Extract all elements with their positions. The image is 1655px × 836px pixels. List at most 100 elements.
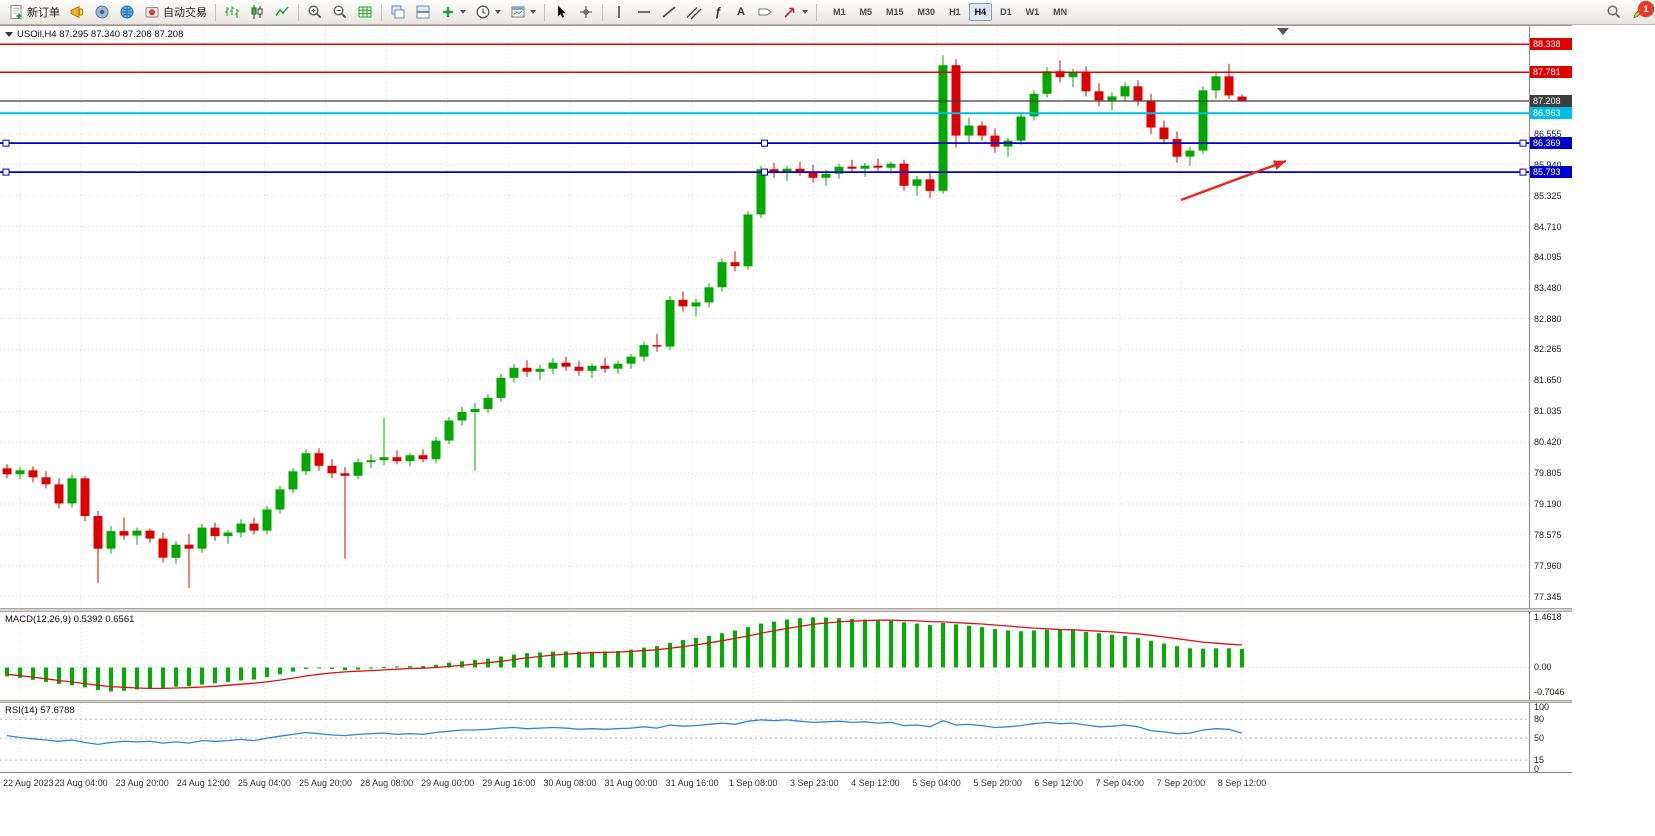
rsi-axis-label: 80 <box>1534 714 1545 725</box>
trendline-tool-button[interactable] <box>657 2 681 23</box>
panel-divider[interactable] <box>0 608 1572 612</box>
zoom-in-button[interactable] <box>303 2 327 23</box>
clock-icon <box>475 4 491 20</box>
zoom-out-button[interactable] <box>328 2 352 23</box>
autotrading-button[interactable]: 自动交易 <box>140 2 211 23</box>
cursor-icon <box>553 4 569 20</box>
hline-handle[interactable] <box>2 168 10 176</box>
macd-bar <box>902 622 906 668</box>
price-chart-canvas[interactable] <box>0 26 1529 608</box>
candle-body <box>1198 90 1208 151</box>
timeframe-button-m15[interactable]: M15 <box>886 7 904 17</box>
autotrading-label: 自动交易 <box>163 7 207 19</box>
candle-body <box>847 166 857 169</box>
horizontal-line-icon <box>636 4 652 20</box>
candle-body <box>184 544 194 549</box>
fibonacci-tool-button[interactable]: ƒ <box>707 2 729 23</box>
candle-body <box>925 179 935 191</box>
timeframe-button-w1[interactable]: W1 <box>1025 7 1040 17</box>
chevron-down-icon <box>530 10 536 14</box>
timeframe-button-m1[interactable]: M1 <box>833 7 846 17</box>
indicators-button[interactable] <box>436 2 470 23</box>
vertical-line-tool-button[interactable] <box>607 2 631 23</box>
arrow-object-head[interactable] <box>1273 160 1286 170</box>
price-axis[interactable]: 86.555 85.940 85.325 84.710 84.095 83.480 82.8… <box>1529 26 1572 774</box>
price-axis-label: 78.575 <box>1534 529 1562 540</box>
macd-chart-canvas[interactable] <box>0 612 1529 700</box>
candle-body <box>1094 91 1104 101</box>
candle-body <box>912 179 922 186</box>
crosshair-button[interactable] <box>574 2 598 23</box>
macd-bar <box>772 621 776 668</box>
price-badge: 87.781 <box>1530 66 1572 79</box>
notification-badge[interactable]: 1 <box>1638 1 1654 17</box>
timeframe-button-h4[interactable]: H4 <box>968 3 993 21</box>
macd-axis-label: 1.4618 <box>1534 612 1562 623</box>
arrows-tool-button[interactable] <box>778 2 812 23</box>
timeframe-button-mn[interactable]: MN <box>1053 7 1068 17</box>
periods-button[interactable] <box>471 2 505 23</box>
time-axis[interactable]: 22 Aug 2023 23 Aug 04:00 23 Aug 20:00 24 Au… <box>0 772 1572 794</box>
chart-shift-marker <box>1277 28 1289 35</box>
templates-button[interactable] <box>506 2 540 23</box>
timeframe-button-m5[interactable]: M5 <box>859 7 873 17</box>
candle-body <box>340 473 350 476</box>
arrow-object[interactable] <box>1180 159 1287 202</box>
candlestick-chart-button[interactable] <box>245 2 269 23</box>
timeframe-button-h1[interactable]: H1 <box>949 7 961 17</box>
macd-bar <box>57 667 61 684</box>
time-axis-label: 29 Aug 00:00 <box>421 778 475 788</box>
timeframe-button-d1[interactable]: D1 <box>1000 7 1012 17</box>
line-chart-button[interactable] <box>270 2 294 23</box>
candle-body <box>223 532 233 537</box>
hline-handle[interactable] <box>1519 139 1527 147</box>
symbol-quote-title: USOil,H4 87.295 87.340 87.208 87.208 <box>17 29 184 40</box>
tile-windows-button[interactable] <box>411 2 435 23</box>
candle-body <box>574 366 584 371</box>
macd-bar <box>707 636 711 668</box>
hline-handle[interactable] <box>761 168 768 176</box>
candle-body <box>210 527 220 537</box>
horizontal-line-tool-button[interactable] <box>632 2 656 23</box>
cursor-button[interactable] <box>549 2 573 23</box>
candle-body <box>821 173 831 178</box>
cascade-windows-button[interactable] <box>386 2 410 23</box>
label-tool-button[interactable] <box>753 2 777 23</box>
macd-label: MACD(12,26,9) 0.5392 0.6561 <box>5 614 135 625</box>
hline-handle[interactable] <box>2 139 10 147</box>
candle-body <box>808 171 818 178</box>
chart-dropdown-icon[interactable] <box>5 32 13 37</box>
search-button[interactable] <box>1602 2 1626 23</box>
panel-divider[interactable] <box>0 700 1572 703</box>
price-badge: 85.793 <box>1530 166 1572 179</box>
candle-body <box>54 484 64 504</box>
candle-body <box>28 470 38 478</box>
headset-button[interactable] <box>90 2 114 23</box>
cascade-windows-icon <box>390 4 406 20</box>
hline-handle[interactable] <box>1519 168 1527 176</box>
macd-bar <box>1227 648 1231 668</box>
time-axis-label: 4 Sep 12:00 <box>851 778 900 788</box>
macd-bar <box>655 646 659 668</box>
macd-bar <box>811 617 815 668</box>
timeframe-button-m30[interactable]: M30 <box>917 7 936 17</box>
macd-bar <box>200 667 204 685</box>
macd-bar <box>18 667 22 678</box>
time-axis-label: 23 Aug 20:00 <box>115 778 169 788</box>
new-order-button[interactable]: 新订单 <box>4 2 64 23</box>
macd-bar <box>733 630 737 668</box>
candle-body <box>431 440 441 460</box>
bar-chart-button[interactable] <box>220 2 244 23</box>
macd-bar <box>551 651 555 668</box>
hline-handle[interactable] <box>761 139 768 147</box>
channel-tool-button[interactable] <box>682 2 706 23</box>
text-tool-button[interactable]: A <box>730 2 752 23</box>
timeframe-group: M1 M5 M15 M30 H1 H4 D1 W1 MN <box>827 3 1073 21</box>
candle-body <box>1107 96 1117 101</box>
grid-button[interactable] <box>353 2 377 23</box>
community-button[interactable] <box>115 2 139 23</box>
rsi-axis-label: 15 <box>1534 755 1545 766</box>
megaphone-button[interactable] <box>65 2 89 23</box>
time-axis-label: 1 Sep 08:00 <box>728 778 778 788</box>
rsi-chart-canvas[interactable] <box>0 703 1529 772</box>
